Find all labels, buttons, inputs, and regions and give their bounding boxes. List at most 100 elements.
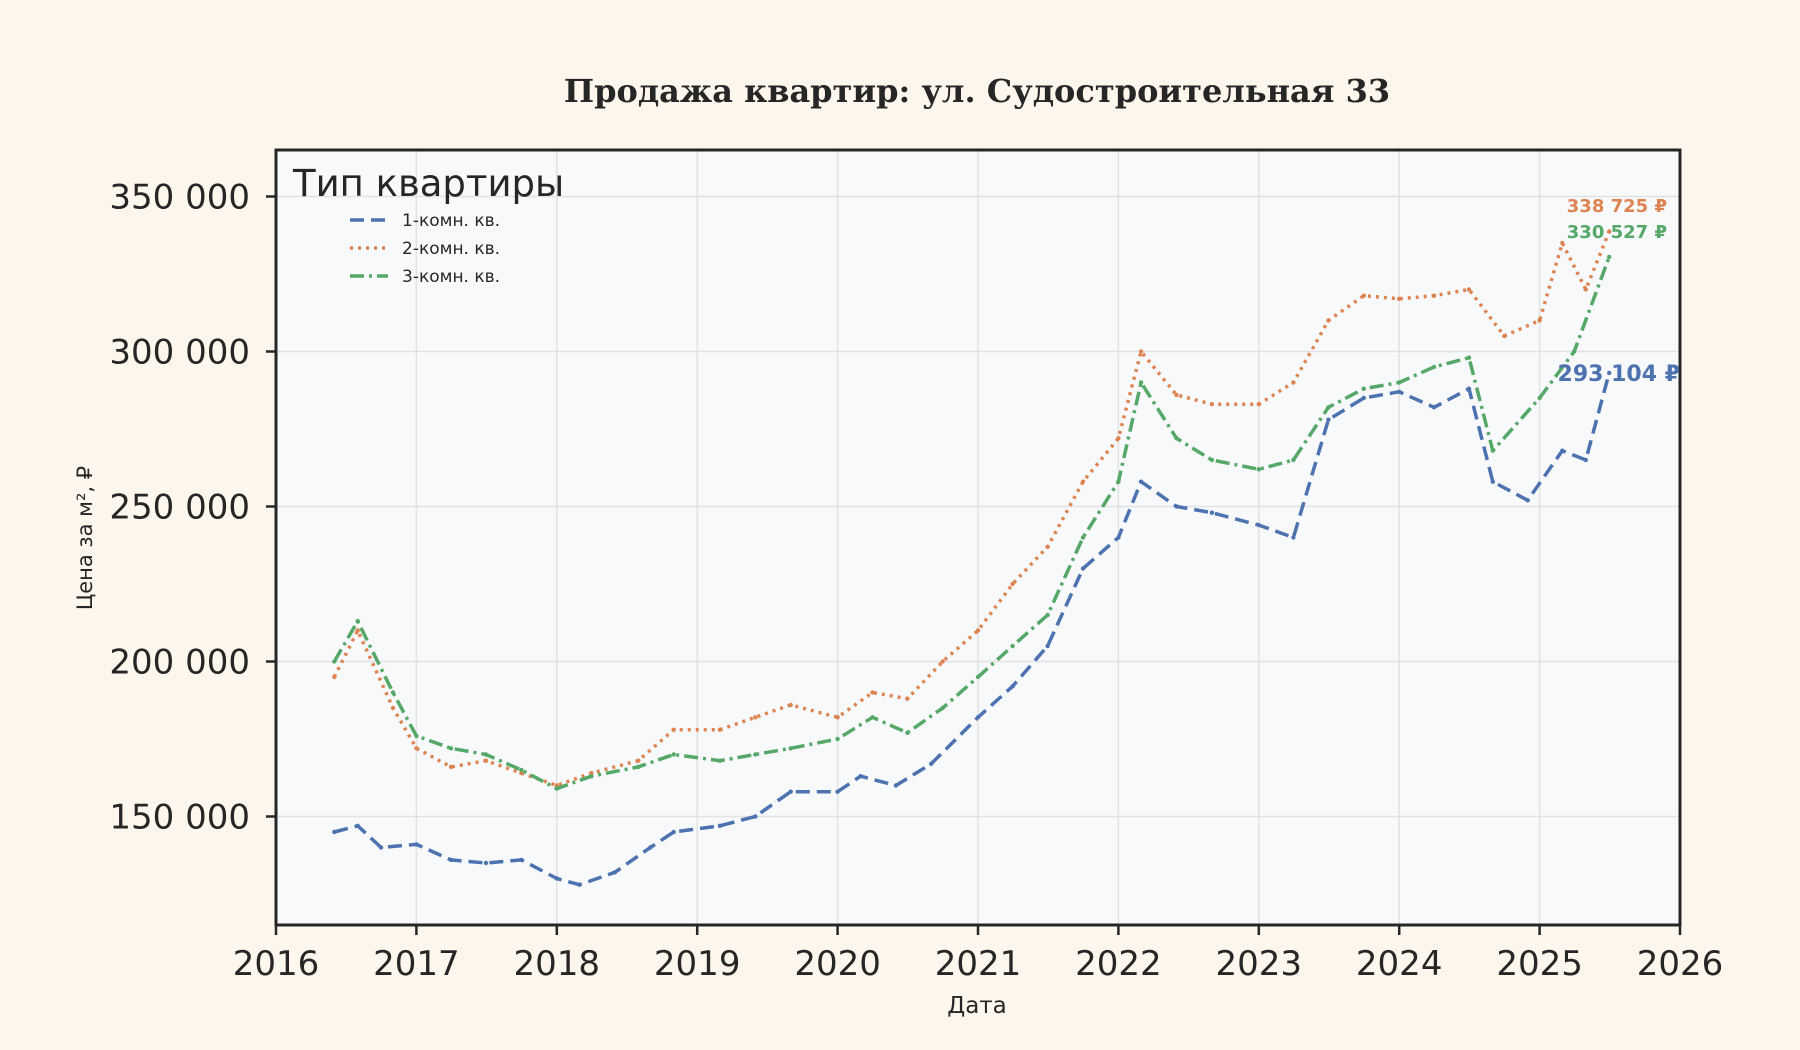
legend-title: Тип квартиры: [292, 162, 564, 205]
data-point: [1045, 643, 1050, 649]
data-point: [1560, 448, 1565, 453]
series-end-label: 330 527 ₽: [1567, 222, 1667, 243]
data-point: [1080, 535, 1086, 540]
x-tick-label: 2026: [1637, 944, 1724, 984]
data-point: [1572, 349, 1577, 354]
data-point: [519, 767, 524, 773]
data-point: [870, 690, 875, 695]
x-tick-label: 2016: [233, 944, 320, 984]
data-point: [1010, 684, 1015, 689]
data-point: [975, 628, 981, 633]
data-point: [717, 727, 723, 732]
data-point: [1490, 448, 1496, 453]
data-point: [332, 674, 337, 680]
data-point: [905, 730, 910, 735]
x-tick-label: 2024: [1356, 944, 1443, 984]
data-point: [1116, 535, 1121, 540]
data-point: [554, 786, 559, 791]
data-point: [940, 659, 945, 664]
chart-title: Продажа квартир: ул. Судостроительная 33: [564, 72, 1390, 110]
legend-label: 3-комн. кв.: [402, 267, 500, 287]
data-point: [717, 758, 723, 763]
data-point: [671, 752, 676, 757]
y-axis-label: Цена за м², ₽: [73, 466, 97, 610]
data-point: [753, 752, 758, 757]
data-point: [390, 705, 396, 711]
data-point: [1607, 370, 1612, 376]
data-point: [835, 715, 840, 720]
data-point: [858, 774, 863, 779]
data-point: [1116, 479, 1121, 484]
x-tick-label: 2017: [373, 944, 460, 984]
data-point: [1525, 498, 1530, 503]
data-point: [1256, 467, 1262, 472]
x-tick-label: 2021: [935, 944, 1022, 984]
data-point: [448, 746, 454, 751]
legend: Тип квартиры 1-комн. кв. 2-комн. кв. 3-ком…: [292, 162, 564, 287]
data-point: [1560, 240, 1565, 246]
y-tick-label: 200 000: [109, 643, 250, 683]
data-point: [414, 842, 419, 847]
data-point: [1466, 386, 1472, 391]
data-point: [355, 628, 360, 633]
data-point: [390, 690, 396, 695]
data-point: [332, 659, 337, 664]
data-point: [448, 857, 454, 863]
data-point: [1209, 510, 1215, 515]
data-point: [414, 733, 419, 739]
data-point: [648, 845, 653, 850]
data-point: [1361, 293, 1367, 298]
x-tick-label: 2025: [1496, 944, 1583, 984]
data-point: [1116, 436, 1121, 441]
data-point: [1010, 581, 1015, 587]
data-point: [1583, 457, 1589, 463]
data-point: [893, 783, 899, 788]
data-point: [577, 882, 582, 887]
data-point: [1138, 479, 1144, 484]
data-point: [612, 870, 618, 875]
data-point: [929, 761, 934, 766]
data-point: [940, 705, 945, 711]
data-point: [414, 746, 419, 751]
data-point: [589, 774, 594, 779]
data-point: [1080, 566, 1086, 571]
data-point: [519, 770, 524, 776]
data-point: [1010, 643, 1015, 649]
data-point: [1490, 479, 1496, 484]
data-point: [1256, 522, 1262, 528]
legend-label: 1-комн. кв.: [402, 211, 500, 231]
data-point: [870, 715, 875, 720]
data-point: [835, 736, 840, 742]
data-point: [1607, 229, 1612, 234]
data-point: [332, 829, 337, 835]
data-point: [448, 764, 454, 770]
data-point: [554, 876, 559, 881]
data-point: [1397, 296, 1402, 301]
end-label-layer: 293 104 ₽ 338 725 ₽ 330 527 ₽: [1558, 196, 1680, 387]
series-end-label: 293 104 ₽: [1558, 362, 1680, 387]
data-point: [483, 752, 489, 757]
data-point: [975, 715, 981, 720]
data-point: [788, 746, 793, 751]
data-point: [1537, 318, 1542, 323]
data-point: [1326, 405, 1331, 410]
legend-label: 2-комн. кв.: [402, 239, 500, 259]
data-point: [1045, 544, 1050, 549]
data-point: [1502, 333, 1507, 339]
data-point: [975, 674, 981, 680]
series-end-label: 338 725 ₽: [1567, 196, 1667, 217]
data-point: [1291, 457, 1296, 463]
data-point: [671, 829, 676, 835]
data-point: [483, 860, 489, 866]
data-point: [835, 789, 840, 794]
data-point: [1397, 389, 1402, 394]
x-tick-label: 2018: [514, 944, 601, 984]
data-point: [1607, 254, 1612, 260]
data-point: [636, 758, 641, 763]
series-line: [332, 230, 1611, 788]
data-point: [1326, 318, 1331, 323]
data-point: [1361, 386, 1367, 391]
data-point: [788, 789, 793, 794]
